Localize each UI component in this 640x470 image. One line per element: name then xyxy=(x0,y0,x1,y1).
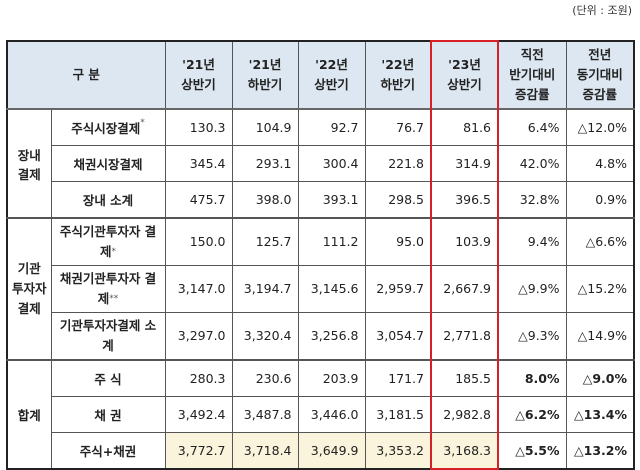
cell: 3,320.4 xyxy=(231,312,299,361)
cell: 171.7 xyxy=(364,359,432,397)
cell: 104.9 xyxy=(231,108,299,146)
row-label: 주 식 xyxy=(50,359,166,397)
cell: 95.0 xyxy=(364,217,432,266)
row-label: 주식시장결제* xyxy=(50,108,166,146)
table-row: 장내 소계 475.7 398.0 393.1 298.5 396.5 32.8… xyxy=(7,181,635,219)
cell: 81.6 xyxy=(430,108,499,146)
table-row: 장내 결제 주식시장결제* 130.3 104.9 92.7 76.7 81.6 … xyxy=(6,108,635,219)
header-21h2: '21년 하반기 xyxy=(231,40,299,110)
cell: 3,492.4 xyxy=(164,396,233,433)
cell: 3,353.2 xyxy=(364,432,432,470)
cell: 185.5 xyxy=(430,359,499,397)
cell: △5.5% xyxy=(497,432,567,470)
cell: △12.0% xyxy=(565,108,635,146)
cell: 111.2 xyxy=(297,217,366,266)
cell: 130.3 xyxy=(164,108,233,146)
cell: 345.4 xyxy=(164,145,233,182)
cell: 32.8% xyxy=(497,181,567,219)
row-label: 채권기관투자자 결제** xyxy=(50,265,166,313)
cell: 203.9 xyxy=(297,359,366,397)
settlement-table: 구 분 '21년 상반기 '21년 하반기 '22년 상반기 '22년 하반기 '23년… xyxy=(6,40,635,470)
row-label: 장내 소계 xyxy=(50,181,166,219)
group-institutional: 기관 투자자 결제 xyxy=(6,217,52,361)
cell: △6.6% xyxy=(565,217,635,266)
cell: 475.7 xyxy=(164,181,233,219)
header-yoy-change: 전년 동기대비 증감률 xyxy=(565,40,635,110)
cell: 2,771.8 xyxy=(430,312,499,361)
table-row: 기관 투자자 결제 주식기관투자자 결제* 150.0 125.7 111.2 95… xyxy=(6,217,635,361)
cell: 398.0 xyxy=(231,181,299,219)
cell: △6.2% xyxy=(497,396,567,433)
header-category: 구 분 xyxy=(6,40,166,110)
cell: 3,194.7 xyxy=(231,265,299,313)
header-hoh-change: 직전 반기대비 증감률 xyxy=(497,40,567,110)
cell: 3,168.3 xyxy=(430,432,499,470)
cell: 393.1 xyxy=(297,181,366,219)
row-label: 채 권 xyxy=(50,396,166,433)
row-label: 기관투자자결제 소계 xyxy=(50,312,166,361)
table-row: 채권기관투자자 결제** 3,147.0 3,194.7 3,145.6 2,9… xyxy=(7,265,635,313)
cell: 6.4% xyxy=(497,108,567,146)
cell: △9.9% xyxy=(497,265,567,313)
cell: 314.9 xyxy=(430,145,499,182)
table-row: 채 권 3,492.4 3,487.8 3,446.0 3,181.5 2,98… xyxy=(7,396,635,433)
cell: 3,297.0 xyxy=(164,312,233,361)
row-label: 주식기관투자자 결제* xyxy=(50,217,166,266)
cell: 125.7 xyxy=(231,217,299,266)
cell: △15.2% xyxy=(565,265,635,313)
cell: 3,145.6 xyxy=(297,265,366,313)
cell: △13.4% xyxy=(565,396,635,433)
cell: 2,959.7 xyxy=(364,265,432,313)
table-row: 주식+채권 3,772.7 3,718.4 3,649.9 3,353.2 3,… xyxy=(7,432,635,470)
cell: 221.8 xyxy=(364,145,432,182)
cell: 3,649.9 xyxy=(297,432,366,470)
cell: △9.0% xyxy=(565,359,635,397)
cell: 9.4% xyxy=(497,217,567,266)
cell: 2,667.9 xyxy=(430,265,499,313)
group-onmarket: 장내 결제 xyxy=(6,108,52,219)
cell: 2,982.8 xyxy=(430,396,499,433)
cell: 8.0% xyxy=(497,359,567,397)
table-row: 채권시장결제 345.4 293.1 300.4 221.8 314.9 42.… xyxy=(7,145,635,182)
cell: 92.7 xyxy=(297,108,366,146)
cell: 3,446.0 xyxy=(297,396,366,433)
header-row: 구 분 '21년 상반기 '21년 하반기 '22년 상반기 '22년 하반기 '23년… xyxy=(6,40,635,110)
cell: 3,147.0 xyxy=(164,265,233,313)
cell: 3,772.7 xyxy=(164,432,233,470)
header-22h1: '22년 상반기 xyxy=(297,40,366,110)
cell: △9.3% xyxy=(497,312,567,361)
cell: 3,054.7 xyxy=(364,312,432,361)
cell: 76.7 xyxy=(364,108,432,146)
header-22h2: '22년 하반기 xyxy=(364,40,432,110)
cell: 293.1 xyxy=(231,145,299,182)
cell: 396.5 xyxy=(430,181,499,219)
header-21h1: '21년 상반기 xyxy=(164,40,233,110)
cell: 300.4 xyxy=(297,145,366,182)
cell: 280.3 xyxy=(164,359,233,397)
cell: 0.9% xyxy=(565,181,635,219)
cell: 4.8% xyxy=(565,145,635,182)
cell: △14.9% xyxy=(565,312,635,361)
cell: 298.5 xyxy=(364,181,432,219)
cell: 3,487.8 xyxy=(231,396,299,433)
row-label: 주식+채권 xyxy=(50,432,166,470)
cell: 230.6 xyxy=(231,359,299,397)
table-row: 합계 주 식 280.3 230.6 203.9 171.7 185.5 8.0… xyxy=(6,359,635,470)
group-total: 합계 xyxy=(6,359,52,470)
cell: 150.0 xyxy=(164,217,233,266)
cell: 3,256.8 xyxy=(297,312,366,361)
cell: 103.9 xyxy=(430,217,499,266)
table-row: 기관투자자결제 소계 3,297.0 3,320.4 3,256.8 3,054… xyxy=(7,312,635,361)
cell: 3,718.4 xyxy=(231,432,299,470)
row-label: 채권시장결제 xyxy=(50,145,166,182)
header-23h1: '23년 상반기 xyxy=(430,40,499,110)
unit-label: (단위 : 조원) xyxy=(572,4,632,17)
cell: 42.0% xyxy=(497,145,567,182)
cell: △13.2% xyxy=(565,432,635,470)
cell: 3,181.5 xyxy=(364,396,432,433)
